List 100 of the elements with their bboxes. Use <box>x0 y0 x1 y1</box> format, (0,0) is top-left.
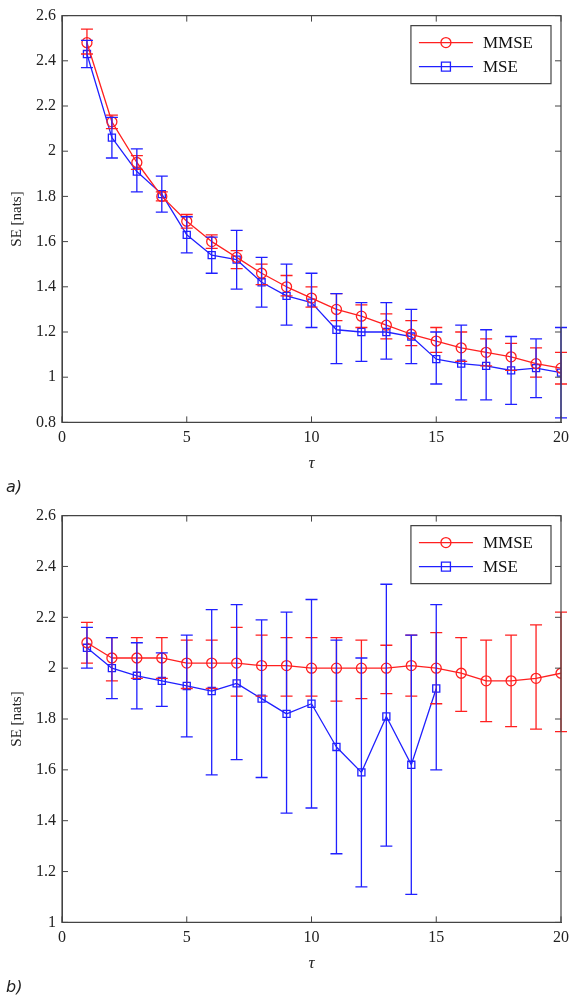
legend-label: MMSE <box>482 33 534 53</box>
point <box>280 281 293 293</box>
x-tick-label: 0 <box>58 928 66 946</box>
point <box>81 637 93 649</box>
point <box>330 303 343 316</box>
point <box>182 230 191 240</box>
point <box>131 652 143 664</box>
point <box>531 363 541 373</box>
point <box>282 291 291 301</box>
x-tick-label: 5 <box>182 428 191 446</box>
y-tick-label: 1.2 <box>36 861 56 879</box>
point <box>407 332 416 341</box>
y-tick-label: 1.4 <box>36 277 56 294</box>
point <box>207 686 216 696</box>
y-tick-label: 2.4 <box>36 556 56 574</box>
y-tick-label: 1.8 <box>36 709 56 727</box>
point <box>207 250 216 260</box>
y-tick-label: 1 <box>48 367 56 385</box>
point <box>332 325 341 334</box>
point <box>380 319 392 331</box>
point <box>106 652 118 664</box>
point <box>355 310 368 322</box>
point <box>332 742 341 752</box>
point <box>182 681 191 691</box>
point <box>405 659 417 672</box>
point <box>282 709 291 719</box>
y-tick-label: 2 <box>48 141 56 159</box>
text: b) <box>6 977 23 996</box>
point <box>480 675 492 687</box>
point <box>432 684 441 693</box>
point <box>82 643 92 652</box>
y-tick-label: 2.6 <box>36 505 56 523</box>
point <box>280 659 293 672</box>
y-tick-label: 1 <box>48 912 56 930</box>
x-tick-label: 10 <box>303 928 320 946</box>
point <box>481 361 491 371</box>
point <box>455 667 467 679</box>
y-tick-label: 1.6 <box>36 760 56 778</box>
y-tick-label: 2.2 <box>36 607 56 625</box>
point <box>206 657 218 669</box>
x-tick-label: 20 <box>553 428 569 446</box>
x-axis-title: τ <box>308 453 316 473</box>
point <box>405 328 417 340</box>
point <box>430 662 442 674</box>
x-tick-label: 5 <box>182 928 191 946</box>
point <box>530 672 542 684</box>
point <box>257 278 266 287</box>
y-tick-label: 2 <box>48 658 56 676</box>
point <box>357 768 366 777</box>
point <box>81 37 93 49</box>
point <box>107 133 117 142</box>
legend-label: MSE <box>482 557 518 577</box>
y-tick-label: 0.8 <box>36 412 56 430</box>
point <box>255 267 268 279</box>
x-tick-label: 15 <box>428 928 445 946</box>
point <box>305 662 318 674</box>
x-tick-label: 20 <box>553 928 569 946</box>
point <box>232 679 241 688</box>
point <box>382 712 391 721</box>
point <box>407 760 416 769</box>
point <box>107 663 117 673</box>
point <box>355 662 368 674</box>
point <box>305 292 318 304</box>
x-tick-label: 0 <box>58 428 66 446</box>
legend-label: MSE <box>482 57 518 77</box>
x-tick-label: 15 <box>428 428 445 446</box>
point <box>156 652 168 664</box>
legend-label: MMSE <box>482 533 534 553</box>
point <box>480 346 492 358</box>
point <box>455 342 467 354</box>
point <box>82 49 92 59</box>
point <box>505 351 517 363</box>
point <box>231 657 243 669</box>
point <box>307 298 316 307</box>
point <box>181 657 193 669</box>
point <box>257 694 266 703</box>
y-axis-title: SE [nats] <box>7 191 24 247</box>
y-tick-label: 1.2 <box>36 322 56 340</box>
point <box>382 327 391 337</box>
point <box>457 359 466 368</box>
y-tick-label: 2.6 <box>36 5 56 23</box>
point <box>430 335 442 347</box>
point <box>255 659 268 672</box>
point <box>330 662 343 674</box>
y-tick-label: 1.4 <box>36 810 56 828</box>
y-tick-label: 2.4 <box>36 51 56 68</box>
text: a) <box>6 477 23 496</box>
point <box>530 357 542 370</box>
point <box>505 675 517 687</box>
point <box>132 671 142 680</box>
point <box>307 699 316 708</box>
y-axis-title: SE [nats] <box>7 691 24 747</box>
y-tick-label: 1.6 <box>36 231 56 249</box>
point <box>432 354 441 364</box>
point <box>157 676 166 686</box>
y-tick-label: 1.8 <box>36 186 56 204</box>
point <box>132 167 142 176</box>
point <box>380 662 392 674</box>
point <box>357 327 366 337</box>
y-tick-label: 2.2 <box>36 96 56 114</box>
